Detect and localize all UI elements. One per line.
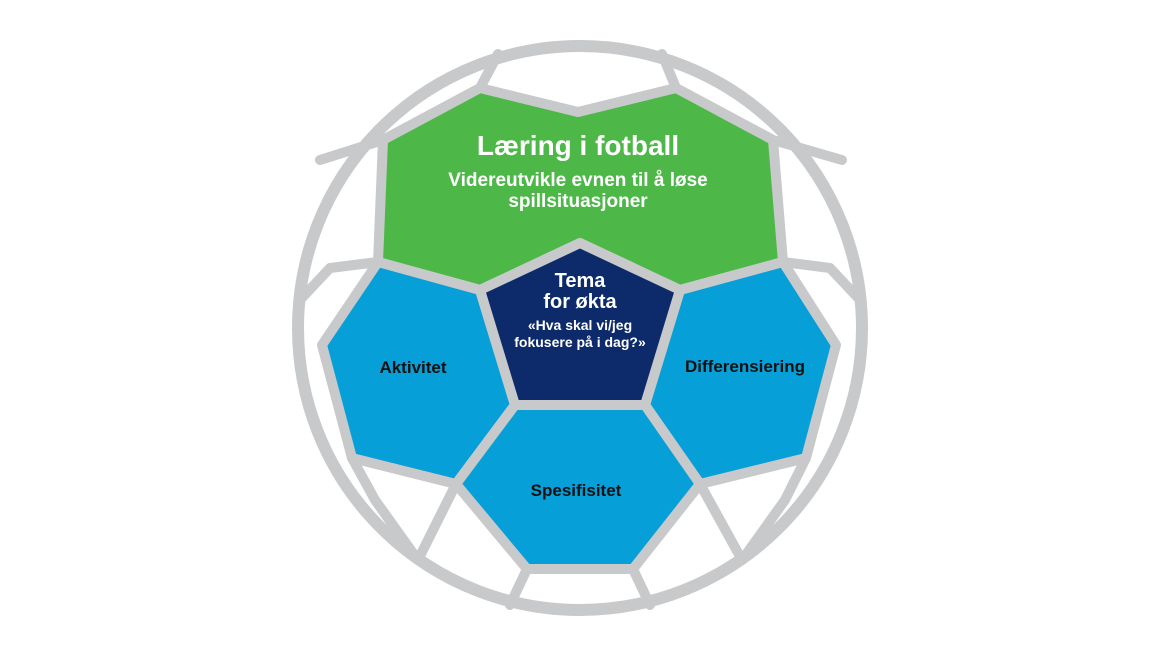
specificity-label: Spesifisitet — [531, 481, 622, 500]
learning-subtitle-line2: spillsituasjoner — [508, 191, 648, 212]
learning-title: Læring i fotball — [477, 130, 679, 161]
theme-title-line2: for økta — [543, 291, 617, 313]
theme-question-line1: «Hva skal vi/jeg — [528, 317, 632, 333]
differentiation-label: Differensiering — [685, 357, 805, 376]
activity-label: Aktivitet — [379, 358, 446, 377]
theme-title-line1: Tema — [555, 270, 607, 292]
theme-question-line2: fokusere på i dag?» — [514, 334, 646, 350]
theme-panel — [475, 238, 685, 410]
learning-subtitle-line1: Videreutvikle evnen til å løse — [448, 170, 707, 191]
